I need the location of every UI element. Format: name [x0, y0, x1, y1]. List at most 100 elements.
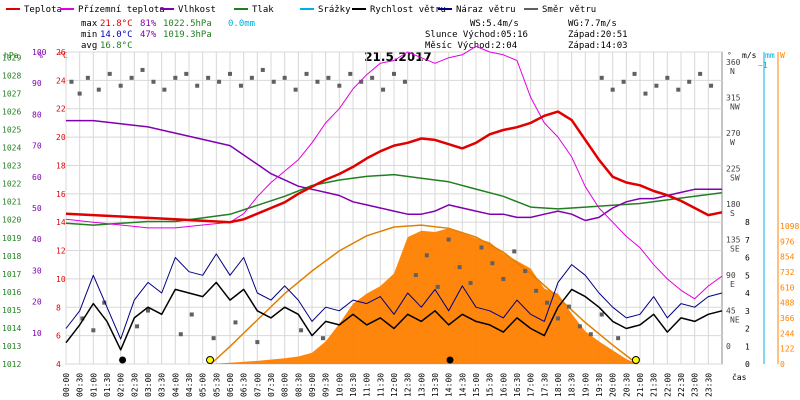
wind-direction-point: [238, 83, 243, 88]
time-tick: 08:00: [281, 373, 290, 397]
sun-moon-markers: [119, 356, 640, 364]
wind-direction-point: [140, 67, 145, 72]
w-tick: 366: [780, 314, 795, 323]
stat-sun: Slunce Východ:05:16: [425, 30, 528, 40]
direction-label: NE: [730, 316, 740, 325]
wind-gust-line: [65, 253, 723, 340]
moonset-marker: [446, 356, 454, 364]
wind-direction-point: [435, 284, 440, 289]
direction-label: S: [730, 209, 735, 218]
stat-ws: WS:5.4m/s: [470, 19, 519, 29]
wind-direction-point: [102, 300, 107, 305]
wind-direction-point: [632, 71, 637, 76]
c-tick: 26: [56, 48, 66, 57]
wind-direction-point: [599, 75, 604, 80]
wind-direction-point: [468, 280, 473, 285]
c-tick: 4: [56, 360, 61, 369]
wind-direction-point: [545, 300, 550, 305]
direction-label: W: [730, 138, 735, 147]
time-tick: 08:30: [294, 373, 303, 397]
wind-direction-point: [479, 245, 484, 250]
w-tick: 0: [780, 360, 785, 369]
wind-direction-point: [299, 328, 304, 333]
time-tick: 02:00: [117, 373, 126, 397]
wind-direction-point: [304, 71, 309, 76]
legend-label: Tlak: [252, 5, 274, 15]
hpa-tick: 1021: [2, 198, 21, 207]
time-tick: 13:00: [417, 373, 426, 397]
hpa-unit: hPa: [4, 51, 19, 60]
ms-tick: 4: [745, 289, 750, 298]
wind-direction-layer: [69, 67, 714, 345]
pct-tick: 100: [32, 48, 47, 57]
legend-label: Srážky: [318, 5, 351, 15]
wind-direction-point: [255, 340, 260, 345]
wind-direction-point: [616, 336, 621, 341]
time-tick: 18:30: [568, 373, 577, 397]
direction-tick: 135: [726, 236, 741, 245]
moonrise-marker: [119, 356, 127, 364]
wind-direction-point: [80, 316, 85, 321]
wind-direction-point: [184, 71, 189, 76]
time-tick: 13:30: [431, 373, 440, 397]
wind-direction-point: [260, 67, 265, 72]
wind-direction-point: [293, 87, 298, 92]
wind-direction-point: [96, 87, 101, 92]
stat-moon: Měsíc Východ:2:04: [425, 41, 517, 51]
temperature-line: [65, 110, 723, 224]
w-tick: 244: [780, 329, 795, 338]
wind-direction-point: [135, 324, 140, 329]
time-tick: 20:30: [622, 373, 631, 397]
direction-tick: 0: [726, 342, 731, 351]
pct-tick: 10: [32, 329, 42, 338]
wind-direction-point: [129, 75, 134, 80]
time-tick: 09:00: [308, 373, 317, 397]
wind-direction-point: [118, 83, 123, 88]
mm-unit: mm: [765, 51, 775, 60]
wind-direction-point: [91, 328, 96, 333]
w-unit: W: [780, 51, 785, 60]
hpa-tick: 1019: [2, 234, 21, 243]
w-tick: 610: [780, 283, 795, 292]
hpa-tick: 1024: [2, 144, 21, 153]
time-tick: 04:30: [185, 373, 194, 397]
wind-direction-point: [77, 91, 82, 96]
time-tick: 12:00: [390, 373, 399, 397]
time-tick: 05:30: [212, 373, 221, 397]
wind-direction-point: [69, 79, 74, 84]
time-tick: 11:00: [363, 373, 372, 397]
stat-wg: WG:7.7m/s: [568, 19, 617, 29]
time-tick: 21:30: [650, 373, 659, 397]
wind-direction-point: [413, 273, 418, 278]
hpa-tick: 1013: [2, 342, 21, 351]
direction-tick: 315: [726, 94, 741, 103]
wind-direction-point: [233, 320, 238, 325]
time-tick: 17:30: [540, 373, 549, 397]
c-tick: 14: [56, 218, 66, 227]
ms-tick: 1: [745, 342, 750, 351]
ms-top-label: ~1: [758, 61, 768, 70]
hpa-tick: 1028: [2, 71, 21, 80]
wind-direction-point: [676, 87, 681, 92]
stat-max-temp: 21.8°C: [100, 19, 133, 29]
wind-direction-point: [195, 83, 200, 88]
time-tick: 11:30: [376, 373, 385, 397]
time-tick: 23:00: [691, 373, 700, 397]
pct-tick: 20: [32, 298, 42, 307]
time-tick: 21:00: [636, 373, 645, 397]
time-tick: 14:00: [445, 373, 454, 397]
time-tick: 03:00: [144, 373, 153, 397]
time-tick: 03:30: [158, 373, 167, 397]
wind-direction-point: [577, 324, 582, 329]
sunset-marker: [631, 356, 640, 364]
hpa-tick: 1026: [2, 108, 21, 117]
ms-unit: m/s: [742, 51, 757, 60]
ms-tick: 7: [745, 236, 750, 245]
pct-tick: 80: [32, 110, 42, 119]
time-tick: 14:30: [458, 373, 467, 397]
time-tick: 01:00: [89, 373, 98, 397]
stat-avg-temp: 16.8°C: [100, 41, 133, 51]
time-tick: 20:00: [609, 373, 618, 397]
wind-direction-point: [370, 75, 375, 80]
stat-moonset: Západ:14:03: [568, 41, 628, 51]
